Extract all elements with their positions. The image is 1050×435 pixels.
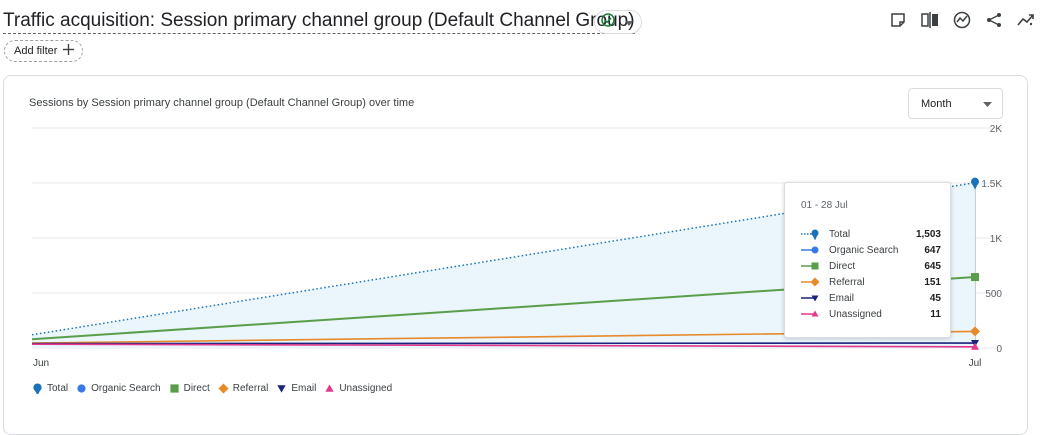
legend-item-total[interactable]: Total xyxy=(32,383,68,394)
series-area-total xyxy=(32,182,975,348)
tooltip-row-referral: Referral 151 xyxy=(801,275,941,289)
tooltip-row-unassigned: Unassigned 11 xyxy=(801,307,941,321)
tooltip-row-direct: Direct 645 xyxy=(801,259,941,273)
dropdown-arrow-icon xyxy=(983,98,992,110)
triangle-up-marker-icon xyxy=(325,384,334,392)
check-circle-icon xyxy=(601,12,615,32)
y-tick-label: 1K xyxy=(990,234,1003,245)
chart-tooltip: 01 - 28 Jul Total 1,503 Organic Search 647 D… xyxy=(784,182,951,338)
square-marker-icon xyxy=(801,262,819,270)
triangle-down-marker-icon xyxy=(277,385,286,393)
chart-card-title: Sessions by Session primary channel grou… xyxy=(29,97,415,109)
legend-label: Total xyxy=(47,383,69,394)
data-point-total xyxy=(971,177,979,190)
page-header: Traffic acquisition: Session primary cha… xyxy=(0,0,1050,44)
legend-item-email[interactable]: Email xyxy=(276,383,316,394)
series-line-email xyxy=(31,342,976,345)
triangle-up-marker-icon xyxy=(801,310,819,317)
tooltip-series-name: Referral xyxy=(829,276,865,288)
tooltip-series-name: Email xyxy=(829,292,855,304)
tooltip-row-email: Email 45 xyxy=(801,291,941,305)
tooltip-series-value: 647 xyxy=(924,244,941,256)
tooltip-series-name: Unassigned xyxy=(829,308,882,320)
compare-icon[interactable] xyxy=(920,10,940,30)
y-tick-label: 500 xyxy=(985,289,1002,300)
chevron-down-icon xyxy=(625,13,633,31)
circle-marker-icon xyxy=(77,384,86,393)
tooltip-series-value: 1,503 xyxy=(915,228,941,240)
page-title[interactable]: Traffic acquisition: Session primary cha… xyxy=(3,9,635,34)
legend-label: Referral xyxy=(232,383,269,394)
data-point-unassigned xyxy=(971,342,979,350)
pin-marker-icon xyxy=(33,383,42,394)
x-tick-label: Jun xyxy=(33,358,49,369)
insights-icon[interactable] xyxy=(952,10,972,30)
tooltip-series-name: Direct xyxy=(829,260,856,272)
legend-item-direct[interactable]: Direct xyxy=(169,383,210,394)
tooltip-date: 01 - 28 Jul xyxy=(801,200,848,211)
legend-item-unassigned[interactable]: Unassigned xyxy=(324,383,392,394)
series-line-unassigned xyxy=(31,343,976,348)
share-icon[interactable] xyxy=(984,10,1004,30)
tooltip-series-value: 645 xyxy=(924,260,941,272)
line-chart[interactable]: 0 500 1K 1.5K 2K Jun Jul xyxy=(0,0,1050,380)
tooltip-series-name: Total xyxy=(829,228,851,240)
legend-item-referral[interactable]: Referral xyxy=(218,383,269,394)
trend-icon[interactable] xyxy=(1016,10,1036,30)
chart-legend: Total Organic Search Direct Referral Email Un… xyxy=(32,383,392,394)
circle-marker-icon xyxy=(801,246,819,254)
x-tick-label: Jul xyxy=(969,358,982,369)
legend-item-organic-search[interactable]: Organic Search xyxy=(76,383,161,394)
legend-label: Direct xyxy=(183,383,210,394)
data-point-direct xyxy=(971,273,979,282)
note-icon[interactable] xyxy=(888,10,908,30)
tooltip-row-organic-search: Organic Search 647 xyxy=(801,243,941,257)
diamond-marker-icon xyxy=(218,383,229,394)
plus-icon xyxy=(63,44,75,58)
add-filter-button[interactable]: Add filter xyxy=(4,40,84,62)
legend-label: Email xyxy=(291,383,317,394)
toolbar xyxy=(888,10,1036,30)
tooltip-series-value: 11 xyxy=(930,308,941,320)
tooltip-row-total: Total 1,503 xyxy=(801,227,941,241)
tooltip-series-value: 151 xyxy=(924,276,941,288)
add-filter-label: Add filter xyxy=(14,45,58,57)
legend-label: Unassigned xyxy=(339,383,393,394)
y-tick-label: 1.5K xyxy=(981,179,1002,190)
y-tick-label: 2K xyxy=(990,124,1003,135)
period-select[interactable]: Month xyxy=(908,88,1003,119)
y-tick-label: 0 xyxy=(996,344,1002,355)
tooltip-series-name: Organic Search xyxy=(829,244,899,256)
square-marker-icon xyxy=(169,384,179,393)
triangle-down-marker-icon xyxy=(801,295,819,302)
status-chip[interactable] xyxy=(594,10,642,34)
pin-marker-icon xyxy=(801,229,819,240)
legend-label: Organic Search xyxy=(91,383,161,394)
data-point-referral xyxy=(970,326,980,337)
diamond-marker-icon xyxy=(801,277,820,287)
period-select-value: Month xyxy=(921,97,952,110)
tooltip-series-value: 45 xyxy=(929,292,941,304)
